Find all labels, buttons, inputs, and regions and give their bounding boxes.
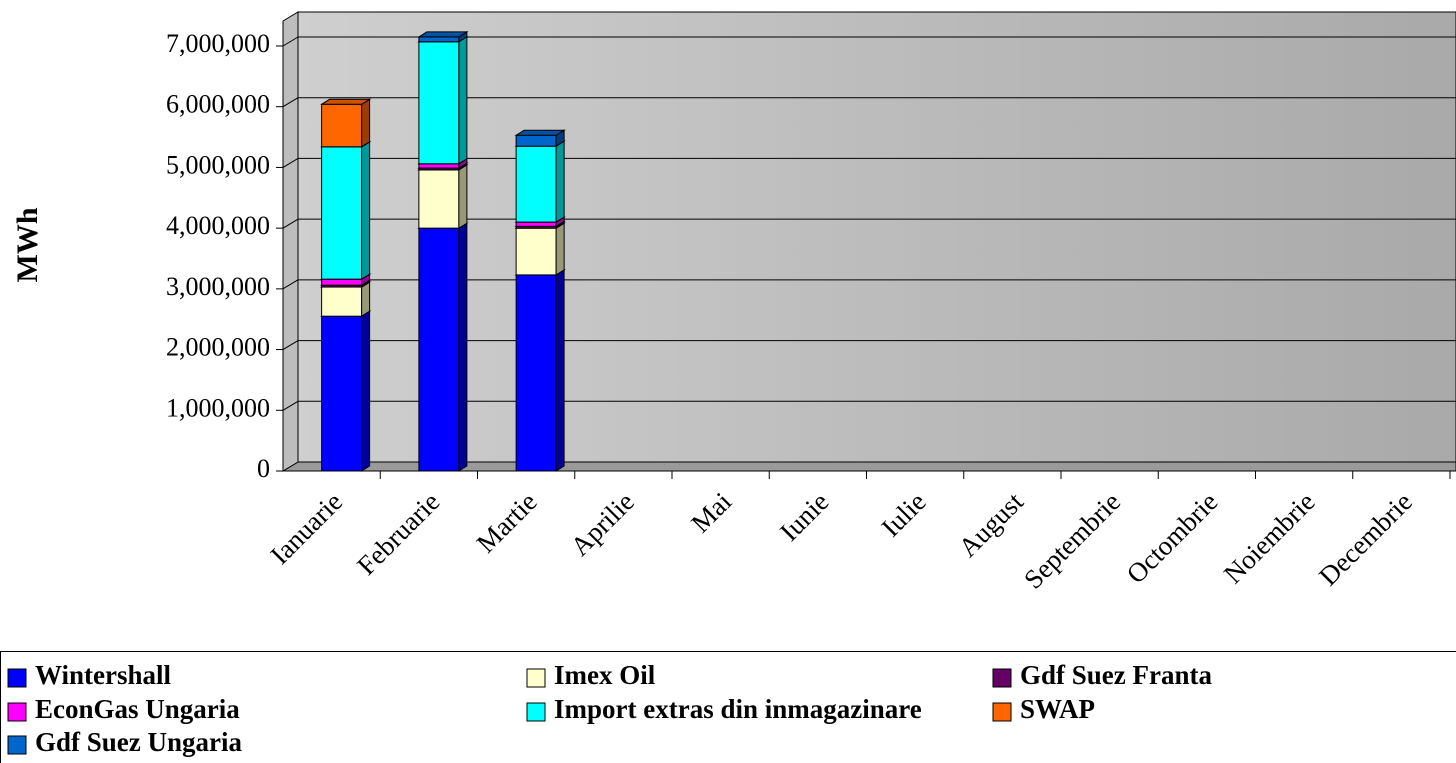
legend-label: Wintershall bbox=[35, 660, 172, 690]
bar-side bbox=[555, 222, 565, 276]
x-tick-label: August bbox=[953, 486, 1030, 563]
bar bbox=[515, 221, 557, 227]
x-tick-label: Martie bbox=[471, 486, 543, 558]
x-tick-label: Octombrie bbox=[1121, 486, 1224, 589]
legend-label: SWAP bbox=[1020, 694, 1095, 724]
bar-top bbox=[319, 98, 372, 105]
bar bbox=[321, 103, 363, 148]
bar-side bbox=[458, 35, 468, 165]
bar bbox=[321, 286, 363, 317]
legend-swatch bbox=[7, 735, 27, 755]
x-tick-label: Februarie bbox=[351, 486, 445, 580]
y-tick-label: 6,000,000 bbox=[166, 90, 270, 119]
x-tick-label: Mai bbox=[685, 486, 737, 538]
grid-line bbox=[282, 218, 299, 229]
bar bbox=[321, 315, 363, 472]
grid-line bbox=[282, 400, 299, 411]
legend bbox=[0, 651, 1456, 763]
legend-swatch bbox=[992, 668, 1012, 688]
legend-swatch bbox=[526, 702, 546, 722]
bar bbox=[418, 163, 460, 169]
grid-line bbox=[282, 340, 299, 351]
legend-swatch bbox=[526, 668, 546, 688]
x-tick-label: Iunie bbox=[774, 486, 834, 546]
y-tick-label: 2,000,000 bbox=[166, 333, 270, 362]
x-tick-label: Decembrie bbox=[1313, 486, 1418, 591]
bar-side bbox=[555, 268, 565, 472]
bar-side bbox=[458, 163, 468, 230]
bar bbox=[321, 146, 363, 280]
bar-side bbox=[361, 281, 371, 318]
bar bbox=[515, 227, 557, 276]
bar bbox=[321, 278, 363, 286]
legend-label: EconGas Ungaria bbox=[35, 694, 240, 724]
bar-side bbox=[361, 140, 371, 281]
bar bbox=[418, 41, 460, 165]
bar bbox=[418, 227, 460, 472]
x-tick-label: Iulie bbox=[876, 486, 932, 542]
legend-swatch bbox=[7, 668, 27, 688]
grid-line bbox=[282, 157, 299, 168]
x-tick-label: Septembrie bbox=[1018, 486, 1126, 594]
bar bbox=[418, 36, 460, 43]
x-tick-label: Ianuarie bbox=[265, 486, 349, 570]
back-wall bbox=[297, 11, 1456, 463]
y-tick-label: 3,000,000 bbox=[166, 272, 270, 301]
bar bbox=[515, 274, 557, 472]
bar bbox=[418, 169, 460, 229]
bar-side bbox=[458, 222, 468, 472]
legend-label: Import extras din inmagazinare bbox=[554, 694, 922, 724]
legend-label: Gdf Suez Ungaria bbox=[35, 727, 243, 757]
y-tick-label: 5,000,000 bbox=[166, 150, 270, 179]
y-tick-label: 0 bbox=[257, 454, 270, 483]
x-tick-label: Aprilie bbox=[565, 486, 640, 561]
legend-swatch bbox=[992, 702, 1012, 722]
bar-top bbox=[417, 31, 469, 38]
bar-top bbox=[514, 129, 566, 136]
grid-line bbox=[282, 97, 299, 108]
y-tick-label: 7,000,000 bbox=[166, 29, 270, 58]
x-tick-label: Noiembrie bbox=[1218, 486, 1321, 589]
bar-side bbox=[361, 310, 371, 472]
bar bbox=[515, 134, 557, 147]
y-tick-label: 1,000,000 bbox=[166, 393, 270, 422]
y-tick-label: 4,000,000 bbox=[166, 211, 270, 240]
legend-swatch bbox=[7, 702, 27, 722]
bar-side bbox=[555, 140, 565, 223]
legend-label: Gdf Suez Franta bbox=[1020, 660, 1212, 690]
grid-line bbox=[282, 279, 299, 290]
legend-label: Imex Oil bbox=[554, 660, 656, 690]
bar-side bbox=[361, 98, 371, 148]
bar bbox=[515, 145, 557, 223]
grid-line bbox=[282, 36, 299, 47]
y-axis-label: MWh bbox=[11, 207, 44, 282]
